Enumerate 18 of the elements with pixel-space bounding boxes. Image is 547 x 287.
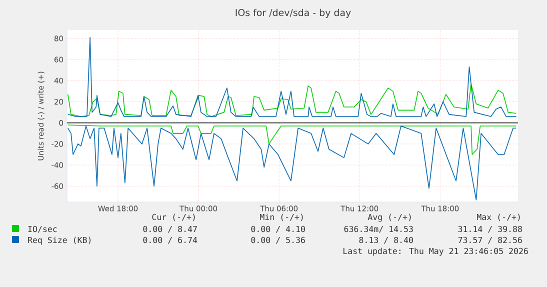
- text: Last update: Thu May 21 23:46:05 2026: [344, 248, 528, 256]
- text: Avg (-/+): [368, 214, 411, 222]
- legend-label: Req Size (KB): [28, 236, 91, 245]
- text: 636.34m/ 14.53: [344, 226, 413, 233]
- text: 73.57 / 82.56: [458, 236, 522, 244]
- text: 0.00 / 8.47: [143, 226, 197, 233]
- text: Cur (-/+): [152, 214, 195, 222]
- text: Max (-/+): [477, 214, 520, 222]
- text: 0.00 / 6.74: [143, 236, 198, 244]
- text: 0.00 / 5.36: [251, 236, 305, 244]
- legend-label: IO/sec: [28, 226, 57, 233]
- chart-title: IOs for /dev/sda - by day: [236, 8, 351, 18]
- line-series: [68, 83, 517, 117]
- line-series: [68, 36, 517, 117]
- text: Min (-/+): [260, 214, 303, 222]
- text: 0.00 / 4.10: [251, 226, 305, 233]
- text: 31.14 / 39.88: [458, 226, 522, 233]
- text: 8.13 / 8.40: [359, 236, 413, 244]
